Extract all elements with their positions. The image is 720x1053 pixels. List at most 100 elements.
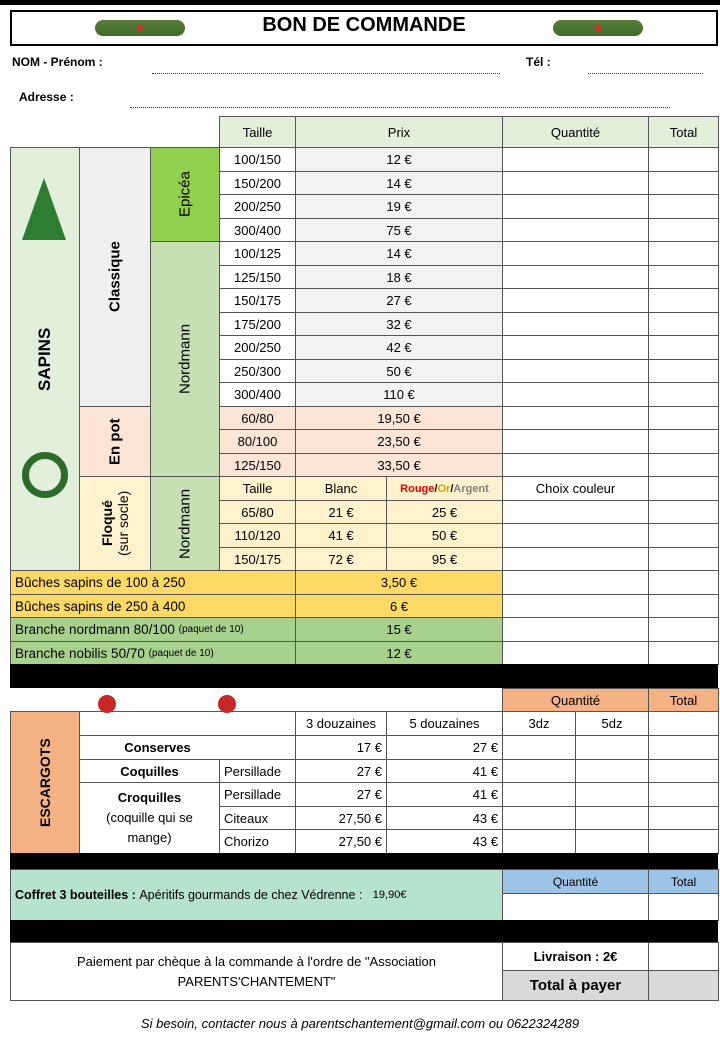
price-5dz: 43 €	[386, 829, 503, 854]
address-field[interactable]	[130, 107, 670, 108]
quantity-3dz-input[interactable]	[502, 782, 576, 807]
argent-label: Argent	[453, 482, 489, 495]
quantity-5dz-input[interactable]	[575, 759, 649, 783]
total-input[interactable]	[648, 782, 719, 807]
quantity-input[interactable]	[502, 594, 649, 618]
phone-field[interactable]	[588, 73, 703, 74]
quantity-input[interactable]	[502, 429, 649, 454]
quantity-input[interactable]	[502, 312, 649, 336]
quantity-input[interactable]	[502, 171, 649, 195]
coffret-quantite-header: Quantité	[502, 869, 649, 894]
total-input[interactable]	[648, 147, 719, 172]
total-input[interactable]	[648, 547, 719, 571]
total-input[interactable]	[648, 641, 719, 665]
header-prix: Prix	[295, 116, 503, 148]
quantity-input[interactable]	[502, 500, 649, 524]
livraison-total[interactable]	[648, 942, 719, 971]
total-input[interactable]	[648, 453, 719, 477]
total-input[interactable]	[648, 500, 719, 524]
price-3dz: 27,50 €	[295, 806, 387, 830]
quantity-input[interactable]	[502, 382, 649, 407]
quantity-3dz-input[interactable]	[502, 759, 576, 783]
garland-icon	[95, 20, 185, 36]
quantity-input[interactable]	[502, 218, 649, 242]
size-cell: 100/125	[219, 241, 296, 266]
total-input[interactable]	[648, 265, 719, 289]
classique-label: Classique	[79, 147, 151, 407]
quantity-input[interactable]	[502, 406, 649, 430]
quantity-3dz-input[interactable]	[502, 829, 576, 854]
total-input[interactable]	[648, 594, 719, 618]
price-5dz: 41 €	[386, 782, 503, 807]
quantity-input[interactable]	[502, 265, 649, 289]
total-input[interactable]	[648, 617, 719, 642]
price-cell: 12 €	[295, 147, 503, 172]
en-pot-label: En pot	[79, 406, 151, 477]
total-input[interactable]	[648, 382, 719, 407]
total-input[interactable]	[648, 312, 719, 336]
quantity-input[interactable]	[502, 288, 649, 313]
total-input[interactable]	[648, 759, 719, 783]
name-field[interactable]	[152, 73, 500, 74]
extra-item-label: Bûches sapins de 250 à 400	[10, 594, 296, 618]
price-cell: 50 €	[295, 359, 503, 383]
extra-item-label: Branche nordmann 80/100 (paquet de 10)	[10, 617, 296, 642]
quantity-input[interactable]	[502, 617, 649, 642]
quantity-input[interactable]	[502, 570, 649, 595]
quantity-input[interactable]	[502, 523, 649, 548]
quantity-3dz-input[interactable]	[502, 735, 576, 760]
price-cell: 75 €	[295, 218, 503, 242]
total-input[interactable]	[648, 406, 719, 430]
total-input[interactable]	[648, 429, 719, 454]
price-cell: 14 €	[295, 241, 503, 266]
total-input[interactable]	[648, 335, 719, 360]
total-input[interactable]	[648, 476, 719, 501]
quantity-input[interactable]	[502, 547, 649, 571]
quantity-5dz-input[interactable]	[575, 806, 649, 830]
quantity-input[interactable]	[502, 893, 649, 921]
total-input[interactable]	[648, 893, 719, 921]
quantity-input[interactable]	[502, 147, 649, 172]
total-input[interactable]	[648, 171, 719, 195]
size-cell: 125/150	[219, 453, 296, 477]
footer-contact: Si besoin, contacter nous à parentschant…	[140, 1016, 580, 1031]
quantity-input[interactable]	[502, 641, 649, 665]
total-input[interactable]	[648, 711, 719, 736]
total-input[interactable]	[648, 829, 719, 854]
total-a-payer-input[interactable]	[648, 970, 719, 1001]
total-input[interactable]	[648, 241, 719, 266]
quantity-input[interactable]	[502, 335, 649, 360]
quantity-input[interactable]	[502, 453, 649, 477]
price-cell: 32 €	[295, 312, 503, 336]
total-input[interactable]	[648, 359, 719, 383]
coquilles-label: Coquilles	[79, 759, 220, 783]
price-cell: 19,50 €	[295, 406, 503, 430]
total-input[interactable]	[648, 735, 719, 760]
wreath-icon	[22, 452, 68, 498]
quantity-input[interactable]	[502, 194, 649, 219]
header-total: Total	[648, 116, 719, 148]
total-a-payer-label: Total à payer	[502, 970, 649, 1001]
quantity-5dz-input[interactable]	[575, 782, 649, 807]
price-5dz: 27 €	[386, 735, 503, 760]
header-5-douzaines: 5 douzaines	[386, 711, 503, 736]
coffret-desc: Apéritifs gourmands de chez Védrenne :	[139, 888, 363, 902]
quantity-5dz-input[interactable]	[575, 735, 649, 760]
total-input[interactable]	[648, 570, 719, 595]
quantity-input[interactable]	[502, 241, 649, 266]
rouge-label: Rouge	[400, 482, 435, 495]
quantity-input[interactable]	[502, 359, 649, 383]
total-input[interactable]	[648, 523, 719, 548]
variant-cell: Persillade	[219, 782, 296, 807]
blank-header	[79, 711, 296, 736]
header-3dz: 3dz	[502, 711, 576, 736]
couleur-price: 95 €	[386, 547, 503, 571]
quantity-5dz-input[interactable]	[575, 829, 649, 854]
extra-price: 3,50 €	[295, 570, 503, 595]
total-input[interactable]	[648, 194, 719, 219]
total-input[interactable]	[648, 806, 719, 830]
item-name: Branche nordmann 80/100	[15, 622, 175, 637]
total-input[interactable]	[648, 218, 719, 242]
quantity-3dz-input[interactable]	[502, 806, 576, 830]
total-input[interactable]	[648, 288, 719, 313]
